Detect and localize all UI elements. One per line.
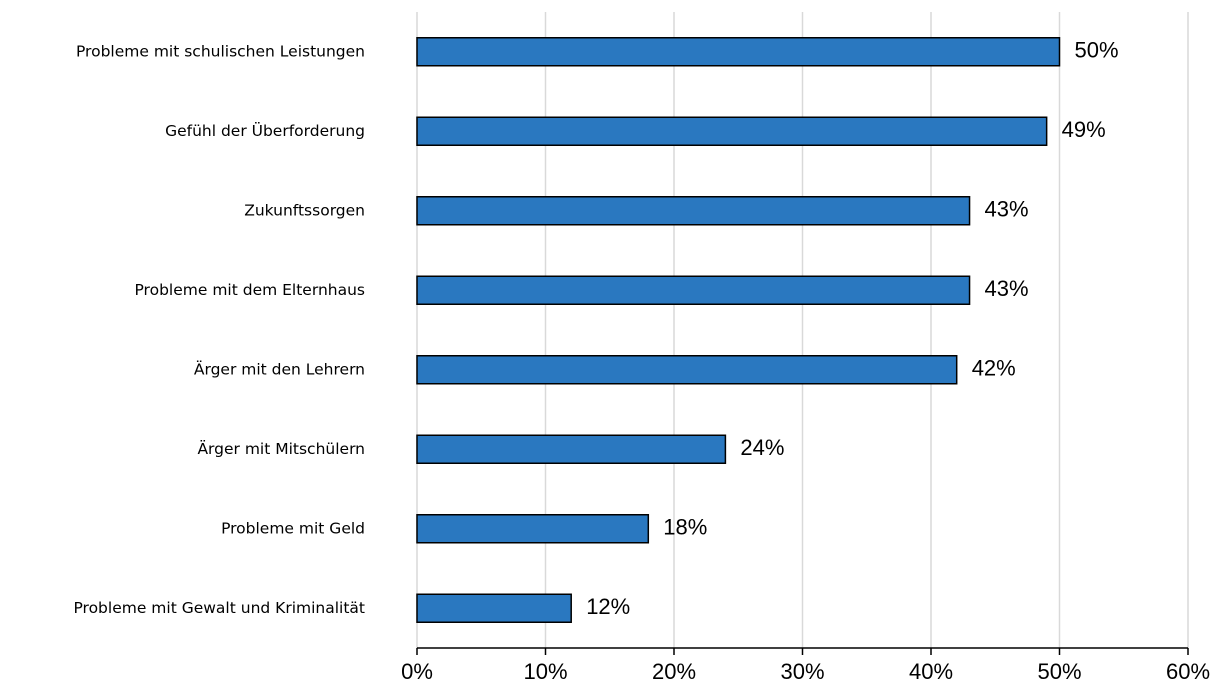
- bar: [416, 37, 1061, 67]
- bar: [416, 196, 971, 226]
- bar: [416, 275, 971, 305]
- bar: [416, 434, 727, 464]
- x-tick-label: 0%: [401, 659, 433, 684]
- value-label: 43%: [985, 197, 1029, 222]
- category-label: Probleme mit schulischen Leistungen: [76, 42, 365, 60]
- bar: [416, 593, 572, 623]
- value-label: 43%: [985, 276, 1029, 301]
- category-label: Probleme mit Gewalt und Kriminalität: [73, 599, 365, 617]
- category-label: Probleme mit Geld: [221, 519, 365, 537]
- x-tick-label: 20%: [652, 659, 696, 684]
- category-label: Gefühl der Überforderung: [165, 121, 365, 140]
- value-label: 18%: [663, 515, 707, 540]
- category-label: Ärger mit Mitschülern: [197, 439, 365, 458]
- category-label: Zukunftssorgen: [244, 201, 365, 219]
- value-label: 42%: [972, 356, 1016, 381]
- bar: [416, 514, 650, 544]
- x-tick-label: 40%: [909, 659, 953, 684]
- x-tick-label: 60%: [1166, 659, 1210, 684]
- bar: [416, 116, 1048, 146]
- value-label: 49%: [1062, 117, 1106, 142]
- category-label: Ärger mit den Lehrern: [194, 359, 365, 378]
- x-tick-label: 10%: [523, 659, 567, 684]
- x-tick-label: 50%: [1037, 659, 1081, 684]
- value-label: 24%: [740, 435, 784, 460]
- x-tick-label: 30%: [780, 659, 824, 684]
- value-label: 50%: [1075, 38, 1119, 63]
- category-label: Probleme mit dem Elternhaus: [134, 281, 365, 299]
- bar: [416, 355, 958, 385]
- value-label: 12%: [586, 594, 630, 619]
